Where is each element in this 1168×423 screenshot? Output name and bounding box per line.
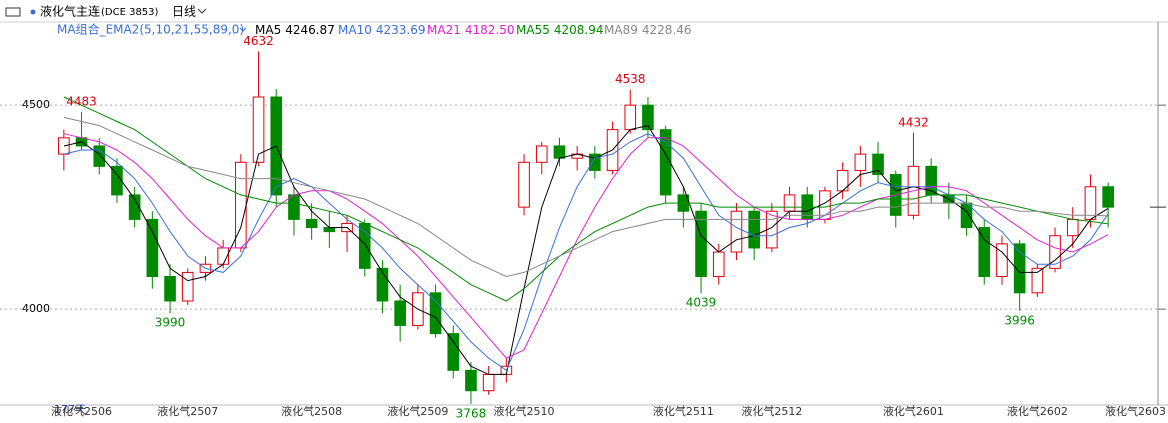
legend-value: 4246.87 [285, 23, 335, 37]
candle-body [712, 251, 725, 277]
legend-value: 4182.50 [465, 23, 515, 37]
candle-body [1084, 186, 1097, 220]
legend-name: MA10 [338, 23, 372, 37]
candle-body [323, 227, 336, 233]
legend-name: MA89 [604, 23, 638, 37]
candle-body [535, 145, 548, 163]
x-tick-label: 液化气2512 [741, 404, 802, 418]
period[interactable]: 日线 [172, 5, 196, 19]
indicator[interactable]: MA组合_EMA2(5,10,21,55,89,0) [57, 22, 244, 37]
candle-body [1102, 186, 1114, 208]
status-dot [30, 9, 36, 15]
high-label: 4432 [898, 115, 929, 129]
legend-name: MA5 [255, 23, 281, 37]
x-tick-label: 液化气2603 [1105, 404, 1166, 418]
legend-entry: MA10 4233.69 [338, 23, 425, 37]
candle-body [730, 210, 743, 253]
ma-line [63, 133, 1109, 372]
x-tick-label: 液化气2511 [653, 404, 714, 418]
candle-body [589, 153, 601, 171]
candle-body [447, 333, 460, 371]
legend-entry: MA5 4246.87 [255, 23, 335, 37]
candle-body [288, 194, 300, 220]
ma-line [63, 125, 1109, 375]
low-label: 3768 [456, 406, 487, 420]
candle-body [111, 165, 123, 196]
candle-body [642, 104, 654, 131]
candle-body [93, 145, 106, 167]
x-tick-label: 液化气2506 [51, 404, 112, 418]
candle-body [659, 129, 672, 196]
period-caret[interactable] [197, 8, 207, 14]
legend-name: MA55 [516, 23, 550, 37]
low-label: 3990 [155, 316, 186, 330]
candle-body [394, 300, 406, 326]
candle-body [376, 267, 389, 302]
candle-body [1049, 235, 1061, 269]
legend-entry: MA55 4208.94 [516, 23, 603, 37]
candle-body [164, 275, 176, 302]
candle-body [1013, 243, 1026, 294]
candle-body [553, 145, 566, 159]
x-tick-label: 液化气2601 [883, 404, 944, 418]
candle-body [748, 210, 760, 249]
legend-value: 4208.94 [554, 23, 604, 37]
candle-body [978, 227, 991, 277]
candle-body [128, 194, 141, 220]
indicator-caret[interactable] [239, 27, 247, 32]
candle-body [996, 243, 1008, 277]
candle-body [1031, 267, 1044, 294]
candle-body [305, 218, 318, 229]
candle-body [783, 194, 796, 212]
candle-body [518, 161, 530, 208]
candle-body [252, 96, 265, 163]
candle-body [181, 271, 194, 302]
candle-body [482, 373, 495, 392]
high-label: 4483 [66, 95, 97, 109]
ma-line [63, 96, 1109, 302]
candle-body [358, 222, 371, 269]
high-label: 4632 [243, 34, 274, 48]
legend-entry: MA89 4228.46 [604, 23, 691, 37]
legend-value: 4233.69 [376, 23, 426, 37]
x-tick-label: 液化气2510 [494, 404, 555, 418]
ma-line [63, 133, 1109, 359]
candle-body [624, 104, 637, 131]
ma-line [63, 116, 1109, 278]
low-label: 4039 [686, 296, 717, 310]
candle-body [854, 153, 867, 171]
x-tick-label: 液化气2602 [1007, 404, 1068, 418]
legend-name: MA21 [427, 23, 461, 37]
symbol-code: (DCE 3853) [101, 7, 159, 18]
legend-value: 4228.46 [642, 23, 692, 37]
candle-body [465, 369, 477, 392]
x-tick-label: 液化气2508 [281, 404, 342, 418]
candle-body [429, 292, 442, 335]
menu-icon[interactable] [5, 7, 21, 17]
candle-body [146, 218, 159, 277]
candle-body [695, 210, 707, 277]
x-tick-label: 液化气2509 [387, 404, 448, 418]
x-tick-label: 液化气2507 [157, 404, 218, 418]
candle-body [1066, 218, 1079, 237]
day-count: 177天 [54, 403, 86, 416]
high-label: 4538 [615, 72, 646, 86]
candle-body [872, 153, 884, 176]
candle-body [58, 137, 70, 155]
legend-entry: MA21 4182.50 [427, 23, 514, 37]
symbol[interactable]: 液化气主连 [40, 4, 100, 19]
low-label: 3996 [1004, 313, 1035, 327]
